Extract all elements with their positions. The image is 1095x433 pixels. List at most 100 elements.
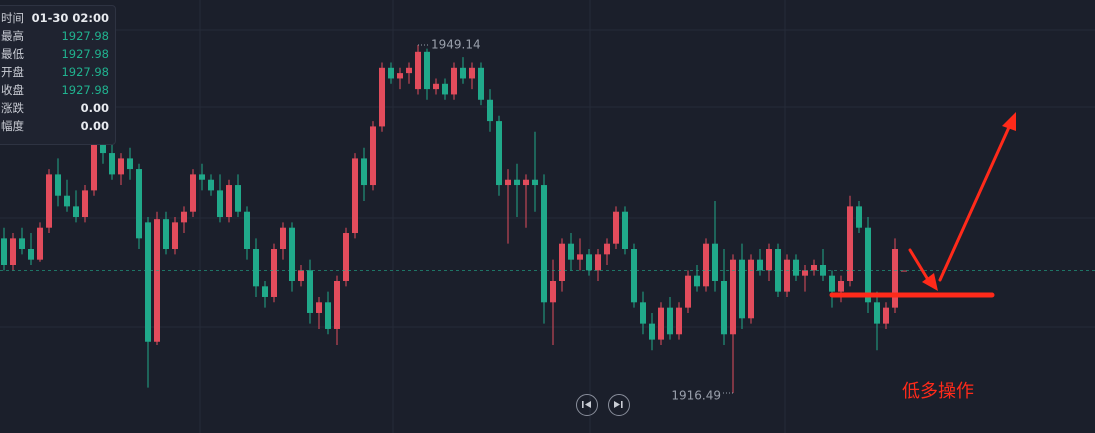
candle-body	[397, 73, 403, 79]
candle-body	[163, 219, 169, 250]
candle-body	[19, 238, 25, 250]
next-button[interactable]	[608, 394, 630, 416]
candle-body	[388, 67, 394, 79]
tooltip: 时间 01-30 02:00 最高 1927.98 最低 1927.98 开盘 1927.98…	[0, 5, 116, 145]
candle-body	[550, 280, 556, 303]
candle-body	[172, 222, 178, 250]
prev-button[interactable]	[576, 394, 598, 416]
candle-body	[82, 190, 88, 218]
candle-body	[703, 243, 709, 287]
candle-body	[424, 51, 430, 90]
tooltip-label: 幅度	[1, 119, 24, 133]
candle-body	[316, 302, 322, 313]
tooltip-row: 最高 1927.98	[1, 27, 109, 45]
candle-body	[721, 280, 727, 335]
candle-body	[469, 67, 475, 79]
candle-body	[370, 126, 376, 186]
candle-body	[28, 249, 34, 260]
candle-body	[433, 83, 439, 90]
candle-body	[541, 185, 547, 303]
candle-body	[667, 307, 673, 335]
candle-body	[127, 158, 133, 170]
prev-icon	[582, 401, 591, 408]
tooltip-value: 1927.98	[61, 29, 109, 43]
tooltip-value: 0.00	[80, 101, 109, 115]
candle-body	[478, 67, 484, 100]
candle-body	[685, 275, 691, 308]
candle-body	[523, 179, 529, 186]
candle-body	[712, 243, 718, 281]
candle-body	[901, 270, 907, 272]
tooltip-row: 时间 01-30 02:00	[1, 9, 109, 27]
candle-body	[559, 243, 565, 281]
candle-body	[613, 211, 619, 244]
candles: 1949.14 1916.49	[0, 37, 1095, 403]
candle-body	[883, 307, 889, 324]
candle-body	[514, 179, 520, 186]
tooltip-value: 0.00	[80, 119, 109, 133]
arrow-head	[1002, 112, 1016, 131]
annotation-text: 低多操作	[902, 381, 974, 402]
candle-body	[244, 211, 250, 250]
candle-body	[460, 67, 466, 79]
tooltip-label: 时间	[1, 11, 24, 25]
tooltip-label: 收盘	[1, 83, 24, 97]
candle-body	[298, 270, 304, 281]
candle-body	[640, 302, 646, 324]
candle-body	[847, 206, 853, 281]
candle-body	[379, 67, 385, 127]
candle-body	[775, 249, 781, 292]
candle-body	[46, 174, 52, 228]
candle-body	[73, 206, 79, 218]
candle-body	[739, 259, 745, 319]
tooltip-label: 开盘	[1, 65, 24, 79]
candle-body	[91, 131, 97, 191]
arrow-head	[922, 273, 938, 291]
candle-body	[289, 227, 295, 281]
candle-body	[145, 222, 151, 342]
candle-body	[784, 259, 790, 292]
high-label: 1949.14	[431, 37, 481, 51]
candle-body	[487, 99, 493, 122]
candle-body	[586, 254, 592, 271]
tooltip-row: 开盘 1927.98	[1, 63, 109, 81]
arrow-down	[908, 248, 932, 285]
candle-body	[532, 179, 538, 186]
candle-body	[496, 121, 502, 186]
candle-body	[766, 249, 772, 271]
annotation-arrows	[829, 112, 1016, 298]
candle-body	[352, 158, 358, 234]
candle-body	[838, 280, 844, 292]
candle-body	[757, 259, 763, 271]
candle-body	[658, 307, 664, 340]
tooltip-label: 最低	[1, 47, 24, 61]
candle-body	[829, 275, 835, 292]
candle-body	[811, 265, 817, 271]
candle-body	[271, 249, 277, 297]
candle-body	[577, 254, 583, 260]
tooltip-value: 1927.98	[61, 47, 109, 61]
candle-body	[892, 249, 898, 308]
candle-body	[181, 211, 187, 223]
candle-body	[10, 238, 16, 266]
candle-body	[649, 323, 655, 340]
candle-body	[865, 227, 871, 303]
tooltip-value: 1927.98	[61, 83, 109, 97]
candle-body	[208, 179, 214, 191]
candle-body	[235, 185, 241, 212]
tooltip-row: 涨跌 0.00	[1, 99, 109, 117]
candle-body	[118, 158, 124, 175]
tooltip-value: 1927.98	[61, 65, 109, 79]
candle-body	[595, 254, 601, 271]
low-label: 1916.49	[671, 389, 721, 403]
next-icon	[614, 401, 623, 408]
tooltip-row: 幅度 0.00	[1, 117, 109, 135]
candle-body	[730, 259, 736, 335]
arrow-up	[938, 123, 1012, 282]
candle-body	[37, 227, 43, 260]
candle-body	[793, 259, 799, 276]
candle-body	[694, 275, 700, 287]
